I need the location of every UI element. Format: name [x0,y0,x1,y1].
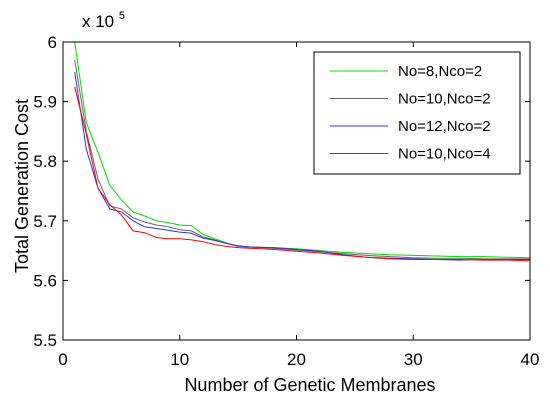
y-multiplier-exponent: 5 [119,10,125,22]
x-tick-label: 0 [58,350,67,369]
y-tick-label: 5.8 [33,152,57,171]
y-tick-label: 5.6 [33,271,57,290]
legend-label: No=10,Nco=4 [398,146,491,163]
y-multiplier-base: x 10 [82,12,114,31]
series-layer [74,41,531,262]
y-tick-label: 5.5 [33,331,57,350]
x-tick-label: 10 [170,350,189,369]
x-tick-label: 30 [404,350,423,369]
x-tick-label: 20 [287,350,306,369]
y-tick-label: 5.9 [33,93,57,112]
tick-layer: 0 10 20 30 40 5.5 5.6 5.7 5.8 5.9 6 [33,33,539,369]
x-tick-label: 40 [521,350,540,369]
series-line-4 [74,86,531,262]
y-axis-label: Total Generation Cost [12,99,32,273]
y-tick-label: 5.7 [33,212,57,231]
y-tick-label: 6 [48,33,57,52]
x-axis-label: Number of Genetic Membranes [184,375,435,395]
y-multiplier: x 10 5 [82,10,125,31]
legend-label: No=10,Nco=2 [398,91,491,108]
legend-label: No=8,Nco=2 [398,63,482,80]
legend-label: No=12,Nco=2 [398,118,491,135]
legend: No=8,Nco=2 No=10,Nco=2 No=12,Nco=2 No=10,Nc… [313,51,521,175]
